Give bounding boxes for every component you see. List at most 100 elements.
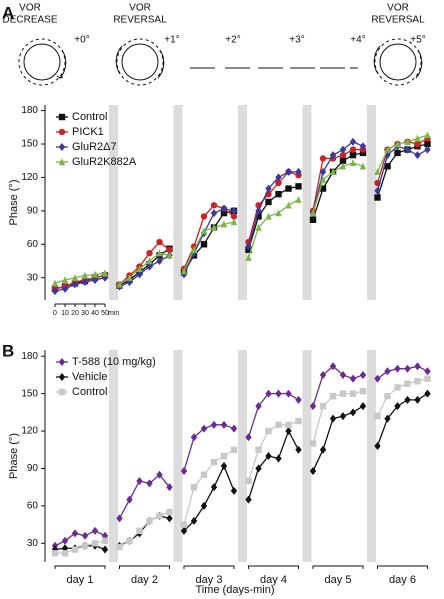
marker (295, 167, 302, 176)
y-tick-label: 90 (27, 205, 39, 216)
break-bar (367, 350, 376, 562)
marker (374, 412, 381, 420)
marker (339, 145, 347, 154)
marker (58, 158, 66, 166)
marker (285, 427, 292, 436)
marker (295, 417, 302, 425)
marker (275, 421, 282, 429)
marker (394, 402, 401, 411)
marker (190, 433, 198, 442)
break-bar (238, 350, 247, 562)
y-tick-label: 150 (21, 388, 38, 399)
marker (255, 446, 262, 453)
marker (51, 287, 59, 296)
marker (116, 280, 123, 288)
marker (319, 402, 327, 410)
panel-label: B (2, 341, 14, 360)
break-bar (173, 350, 183, 562)
y-tick-label: 180 (21, 351, 38, 362)
stage-title: VOR (387, 3, 409, 14)
head-icon (23, 43, 61, 81)
marker (190, 249, 198, 258)
marker (166, 251, 173, 259)
marker (190, 246, 198, 254)
marker (275, 389, 282, 398)
marker (285, 201, 292, 209)
marker (374, 442, 381, 451)
legend-label: PICK1 (72, 126, 104, 138)
marker (339, 370, 347, 379)
day-bracket (248, 565, 299, 569)
marker (255, 402, 262, 411)
marker (200, 213, 208, 220)
marker (329, 362, 337, 371)
marker (71, 546, 79, 553)
marker (166, 246, 173, 254)
marker (414, 395, 421, 404)
marker (230, 486, 238, 495)
marker (265, 389, 272, 398)
break-bar (109, 350, 118, 562)
marker (101, 537, 109, 544)
y-tick-label: 30 (27, 538, 39, 549)
stage-title: VOR (19, 3, 41, 14)
marker (126, 274, 133, 281)
marker (146, 250, 153, 257)
marker (394, 140, 401, 148)
marker (285, 421, 292, 429)
series-line (247, 429, 300, 500)
marker (200, 501, 208, 510)
marker (180, 521, 188, 528)
marker (404, 364, 411, 373)
marker (275, 454, 282, 463)
x-tick-label: 40 (91, 310, 99, 317)
marker (220, 461, 228, 470)
marker (61, 536, 69, 545)
marker (339, 157, 347, 164)
stage-shift: +3° (289, 35, 304, 46)
x-category-label: day 2 (131, 574, 158, 586)
marker (339, 151, 347, 159)
marker (329, 392, 337, 400)
x-tick-label: 0 (53, 310, 57, 317)
marker (220, 220, 228, 228)
marker (339, 162, 347, 170)
x-unit: min (108, 310, 119, 317)
marker (81, 531, 89, 540)
day-bracket (54, 565, 106, 569)
marker (285, 389, 292, 398)
marker (146, 262, 153, 271)
marker (384, 414, 391, 423)
marker (61, 276, 69, 284)
marker (200, 227, 208, 235)
series-line (247, 199, 299, 258)
marker (414, 377, 421, 385)
marker (404, 380, 411, 387)
marker (424, 140, 431, 148)
marker (424, 367, 431, 376)
marker (220, 420, 228, 429)
marker (359, 149, 367, 157)
break-bar (173, 105, 183, 300)
marker (156, 470, 163, 479)
marker (265, 184, 272, 193)
marker (319, 185, 327, 192)
marker (424, 145, 431, 154)
marker (414, 134, 421, 142)
marker (424, 389, 431, 398)
x-tick-label: 50 (101, 310, 109, 317)
marker (295, 183, 302, 190)
marker (210, 202, 218, 209)
marker (349, 137, 357, 146)
drum-icon (116, 38, 164, 86)
marker (101, 545, 109, 554)
marker (404, 395, 411, 404)
marker (404, 138, 411, 145)
marker (384, 145, 391, 153)
marker (309, 216, 317, 223)
marker (359, 162, 367, 170)
stage-shift: +0° (74, 35, 89, 46)
series-line (183, 424, 235, 472)
marker (329, 168, 337, 176)
marker (220, 209, 228, 217)
